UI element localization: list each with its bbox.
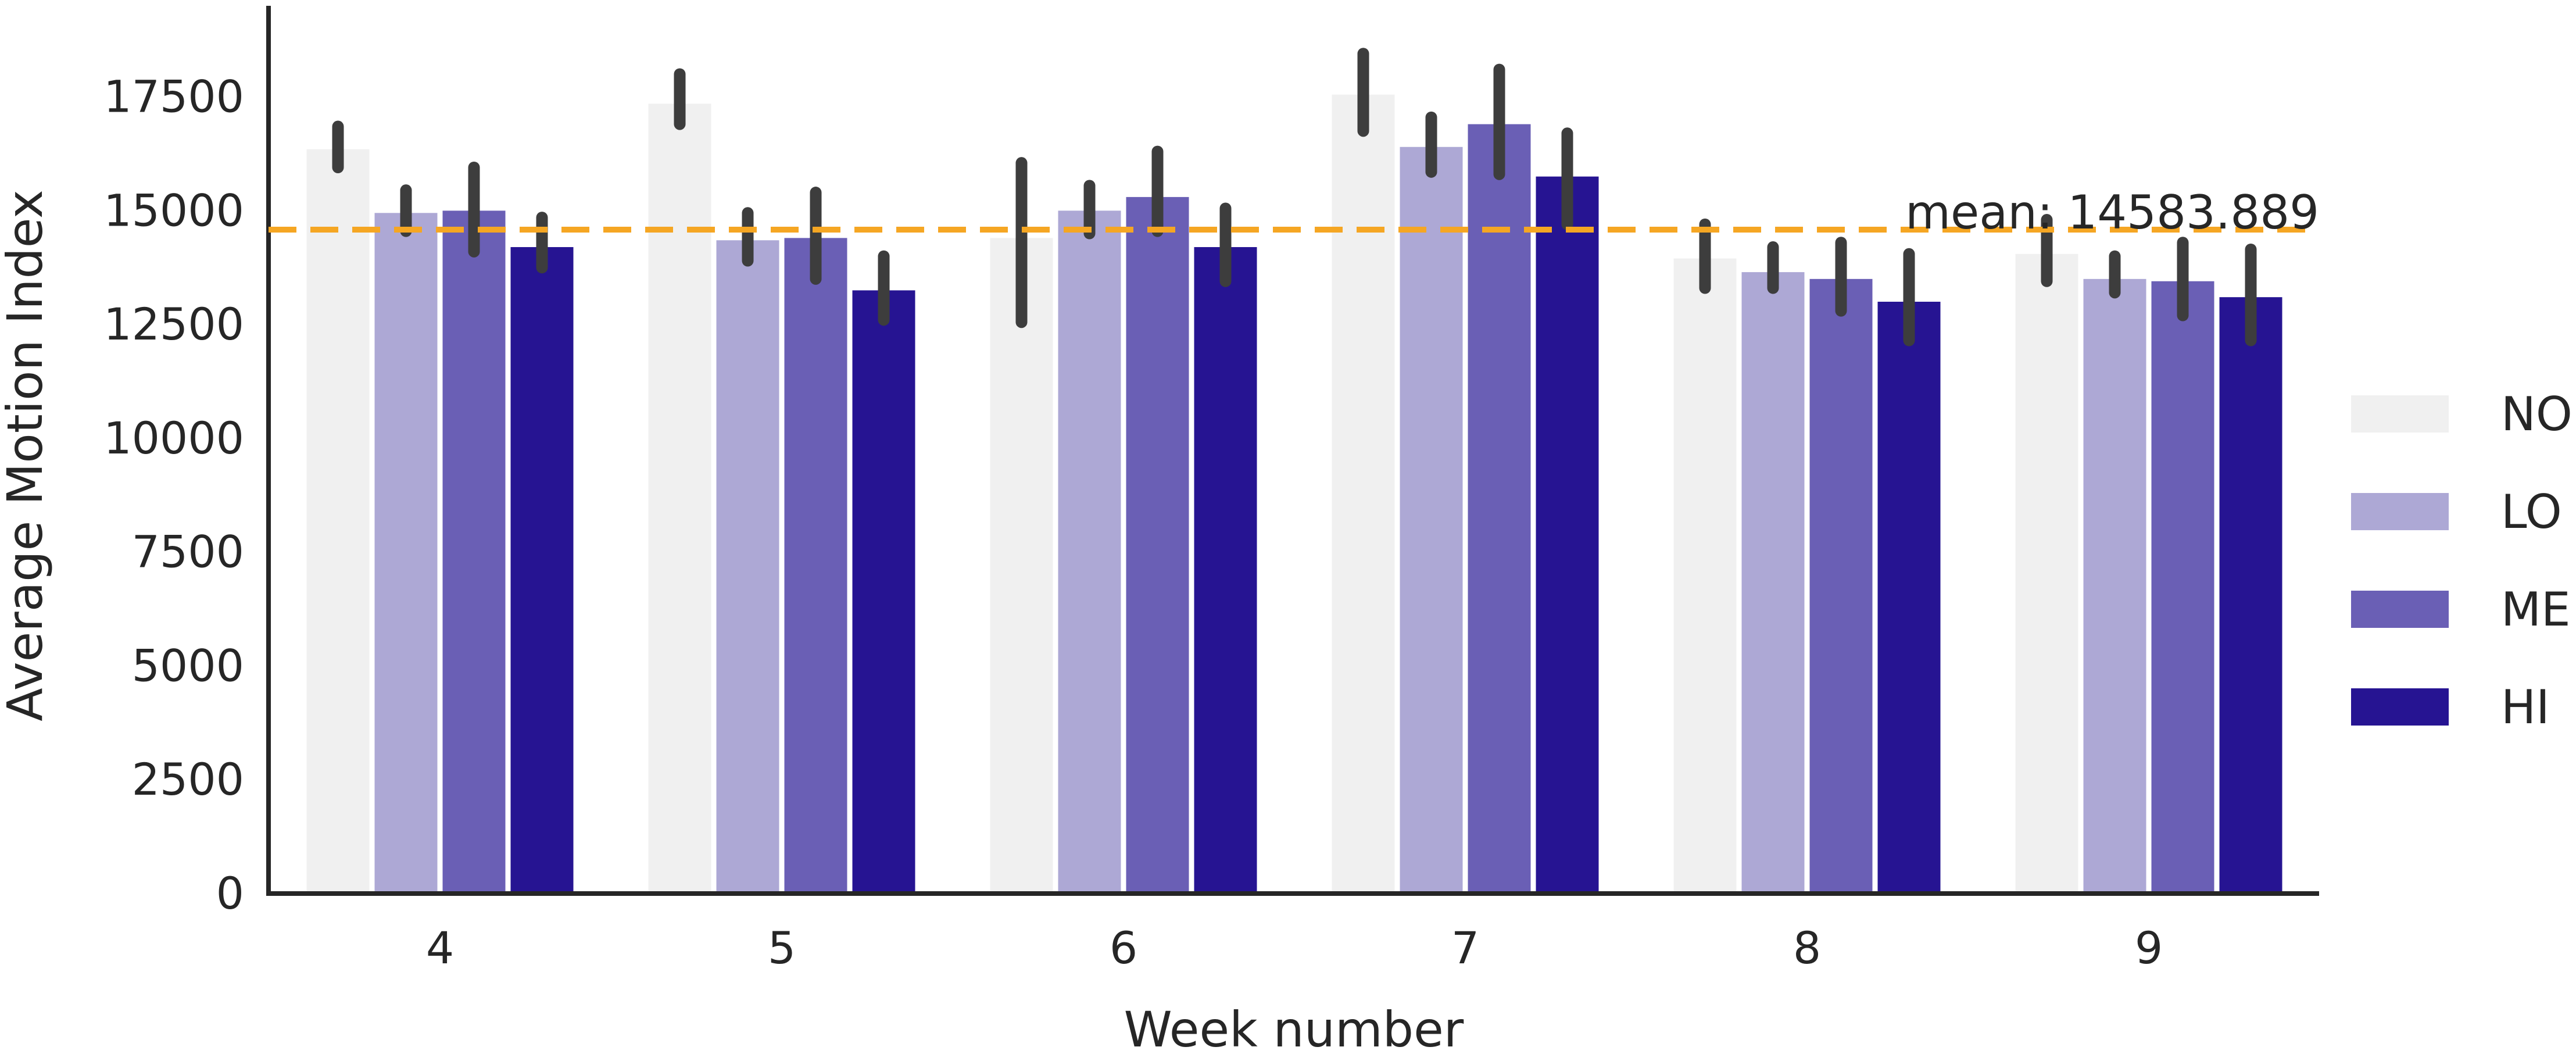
x-tick-label: 6 bbox=[1110, 922, 1137, 974]
bar-lo-week-4 bbox=[374, 213, 438, 894]
bar-no-week-7 bbox=[1332, 94, 1395, 894]
bar-no-week-4 bbox=[306, 149, 370, 894]
y-tick-label: 7500 bbox=[132, 526, 244, 578]
bar-me-week-5 bbox=[784, 238, 847, 894]
bar-hi-week-9 bbox=[2219, 297, 2282, 894]
legend-swatch-me bbox=[2351, 591, 2449, 628]
legend-swatch-lo bbox=[2351, 493, 2449, 530]
x-tick-label: 4 bbox=[426, 922, 454, 974]
legend-label-lo: LO bbox=[2501, 485, 2562, 539]
bar-me-week-8 bbox=[1809, 278, 1873, 894]
bar-lo-week-9 bbox=[2083, 278, 2146, 894]
bar-hi-week-4 bbox=[510, 247, 574, 894]
y-tick-label: 0 bbox=[216, 867, 244, 919]
y-tick-label: 15000 bbox=[103, 184, 244, 236]
bar-lo-week-8 bbox=[1741, 272, 1805, 894]
bar-hi-week-7 bbox=[1536, 176, 1599, 894]
legend: NO LO ME HI bbox=[2351, 387, 2573, 734]
bars-layer bbox=[306, 94, 2282, 894]
bar-no-week-8 bbox=[1673, 258, 1737, 894]
y-tick-label: 5000 bbox=[132, 639, 244, 691]
legend-label-hi: HI bbox=[2501, 680, 2550, 734]
bar-me-week-4 bbox=[442, 210, 506, 894]
y-tick-label: 2500 bbox=[132, 753, 244, 805]
bar-hi-week-8 bbox=[1877, 302, 1941, 894]
y-tick-labels: 0 2500 5000 7500 10000 12500 15000 17500 bbox=[103, 71, 244, 919]
x-tick-label: 7 bbox=[1451, 922, 1479, 974]
bar-hi-week-5 bbox=[852, 290, 915, 894]
bar-lo-week-6 bbox=[1058, 210, 1121, 894]
legend-swatch-no bbox=[2351, 395, 2449, 433]
legend-label-me: ME bbox=[2501, 583, 2571, 637]
error-bars-layer bbox=[332, 48, 2257, 346]
bar-hi-week-6 bbox=[1194, 247, 1257, 894]
bar-lo-week-5 bbox=[716, 240, 779, 894]
bar-no-week-5 bbox=[648, 103, 711, 894]
legend-swatch-hi bbox=[2351, 688, 2449, 726]
x-axis-title: Week number bbox=[1124, 1001, 1464, 1051]
x-tick-label: 8 bbox=[1793, 922, 1821, 974]
bar-me-week-6 bbox=[1126, 196, 1189, 894]
bar-me-week-9 bbox=[2151, 281, 2214, 894]
y-tick-label: 10000 bbox=[103, 412, 244, 464]
y-axis-title: Average Motion Index bbox=[0, 190, 53, 721]
bar-no-week-9 bbox=[2015, 253, 2078, 894]
legend-label-no: NO bbox=[2501, 387, 2573, 441]
y-tick-label: 17500 bbox=[103, 71, 244, 123]
bar-lo-week-7 bbox=[1400, 147, 1463, 894]
x-tick-labels: 4 5 6 7 8 9 bbox=[426, 922, 2163, 974]
x-tick-label: 5 bbox=[768, 922, 796, 974]
mean-reference-label: mean: 14583.889 bbox=[1905, 185, 2319, 240]
bar-me-week-7 bbox=[1468, 124, 1531, 894]
axes-layer bbox=[266, 6, 2319, 896]
x-tick-label: 9 bbox=[2135, 922, 2163, 974]
bar-no-week-6 bbox=[990, 238, 1053, 894]
y-tick-label: 12500 bbox=[103, 298, 244, 350]
